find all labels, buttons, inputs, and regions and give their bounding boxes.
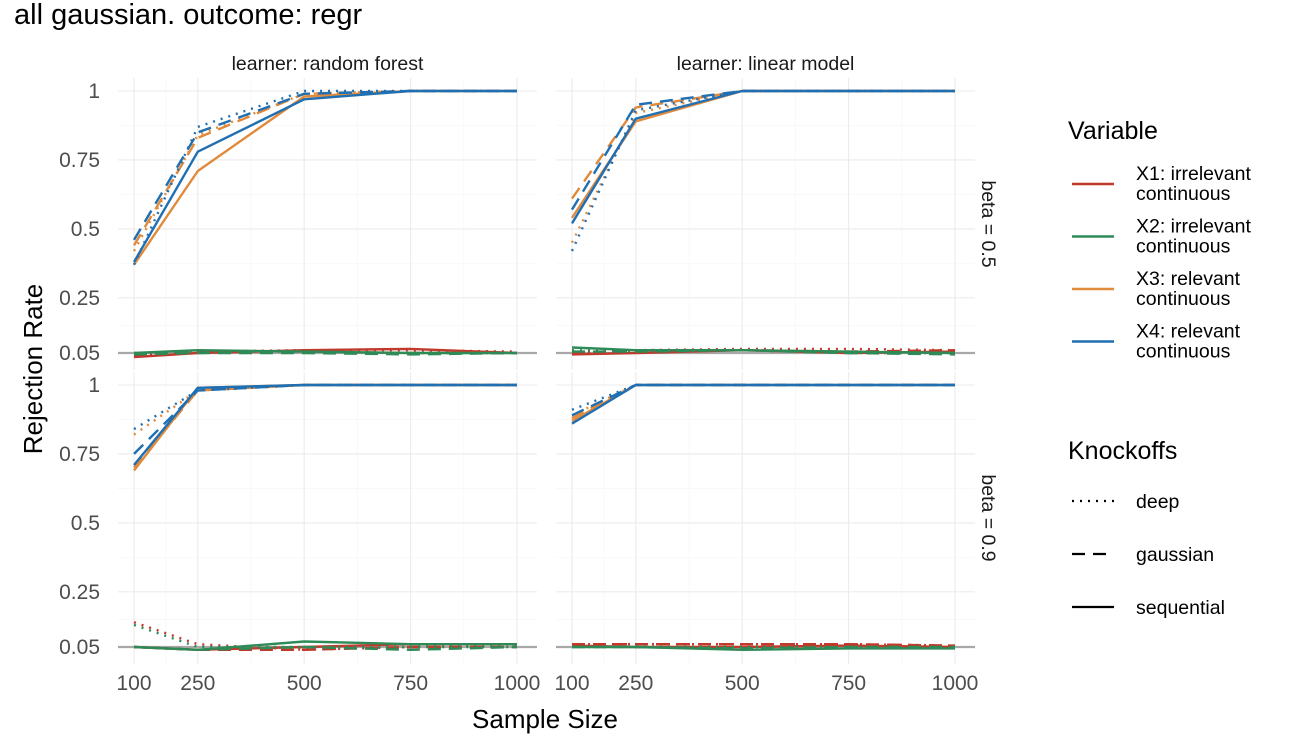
series-line-x3-sequential bbox=[570, 89, 955, 219]
panel-2-1: 0.05 0.25 0.5 0.75 1 100 250 500 750 1000 bbox=[59, 372, 540, 695]
series-line-x3-sequential bbox=[571, 383, 955, 422]
x-tick-label: 750 bbox=[831, 672, 866, 695]
series-line-x4-gaussian bbox=[570, 89, 955, 211]
series-line-x2-sequential bbox=[572, 645, 955, 651]
x-tick-label: 500 bbox=[287, 672, 322, 695]
facet-row-label: beta = 0.9 bbox=[977, 474, 999, 561]
legend-label: continuous bbox=[1136, 236, 1231, 258]
series-line-x2-sequential bbox=[133, 349, 517, 355]
series-line-x4-sequential bbox=[570, 89, 955, 225]
chart-title: all gaussian. outcome: regr bbox=[14, 0, 363, 31]
x-tick-label: 100 bbox=[116, 672, 151, 695]
series-line-x4-sequential bbox=[132, 89, 517, 263]
legend-label: X2: irrelevant bbox=[1136, 216, 1251, 238]
legend-item-sequential: sequential bbox=[1072, 597, 1225, 619]
y-axis-title: Rejection Rate bbox=[18, 284, 48, 455]
y-tick-label: 0.5 bbox=[71, 512, 100, 535]
facet-column-label: learner: linear model bbox=[677, 53, 855, 75]
y-tick-label: 0.05 bbox=[59, 342, 100, 365]
series-line-x4-gaussian bbox=[132, 89, 517, 241]
series-line-x2-sequential bbox=[571, 346, 956, 355]
x-axis-title: Sample Size bbox=[472, 704, 618, 734]
series-line-x1-deep bbox=[572, 643, 956, 647]
series-line-x1-gaussian bbox=[572, 643, 956, 647]
panels: learner: random forest0.050.250.50.751le… bbox=[59, 53, 999, 695]
legend-label: X4: relevant bbox=[1136, 321, 1241, 343]
panel-1-2: learner: linear model beta = 0.5 bbox=[556, 53, 999, 370]
series-line-x4-deep bbox=[132, 89, 517, 266]
legend-label: gaussian bbox=[1136, 544, 1214, 566]
series-line-x3-gaussian bbox=[571, 89, 955, 200]
y-tick-label: 0.25 bbox=[59, 581, 100, 604]
legend-label: sequential bbox=[1136, 597, 1225, 619]
series-line-x4-sequential bbox=[133, 383, 517, 466]
panel-2-2: beta = 0.9 100 250 500 750 1000 bbox=[554, 372, 999, 695]
series-line-x3-sequential bbox=[133, 89, 517, 266]
y-tick-label: 0.75 bbox=[59, 149, 100, 172]
panel-1-1: learner: random forest 0.05 0.25 0.5 0.75 1 bbox=[59, 53, 537, 370]
legend-label: continuous bbox=[1136, 288, 1231, 310]
y-tick-label: 1 bbox=[88, 80, 100, 103]
legend-title-knockoffs: Knockoffs bbox=[1068, 437, 1177, 465]
series-line-x3-deep bbox=[132, 89, 517, 252]
legend-label: continuous bbox=[1136, 183, 1231, 205]
legend-item-deep: deep bbox=[1072, 491, 1180, 513]
series-line-x2-sequential bbox=[133, 640, 517, 651]
series-line-x3-gaussian bbox=[132, 89, 517, 247]
facet-row-label: beta = 0.5 bbox=[977, 180, 999, 267]
series-line-x4-deep bbox=[133, 383, 517, 431]
x-tick-label: 1000 bbox=[932, 672, 979, 695]
x-tick-label: 250 bbox=[180, 672, 215, 695]
series-line-x3-sequential bbox=[133, 383, 517, 472]
legend-label: continuous bbox=[1136, 341, 1231, 363]
y-tick-label: 0.05 bbox=[59, 636, 100, 659]
legend-item-gaussian: gaussian bbox=[1072, 544, 1214, 566]
legend-label: X3: relevant bbox=[1136, 268, 1241, 290]
x-tick-label: 500 bbox=[725, 672, 760, 695]
y-tick-label: 0.5 bbox=[71, 218, 100, 241]
x-tick-label: 250 bbox=[618, 672, 653, 695]
y-tick-label: 0.75 bbox=[59, 443, 100, 466]
y-tick-label: 1 bbox=[88, 374, 100, 397]
series-line-x1-deep bbox=[571, 347, 956, 355]
x-tick-label: 1000 bbox=[494, 672, 541, 695]
series-line-x4-sequential bbox=[571, 383, 955, 425]
x-tick-label: 100 bbox=[554, 672, 589, 695]
legend-title-variable: Variable bbox=[1068, 117, 1158, 145]
x-tick-label: 750 bbox=[393, 672, 428, 695]
series-line-x2-gaussian bbox=[133, 351, 518, 356]
series-line-x3-deep bbox=[570, 89, 955, 244]
legend-label: X1: irrelevant bbox=[1136, 163, 1251, 185]
series-line-x3-deep bbox=[133, 383, 517, 436]
facet-column-label: learner: random forest bbox=[232, 53, 424, 75]
y-tick-label: 0.25 bbox=[59, 287, 100, 310]
legend-label: deep bbox=[1136, 491, 1180, 513]
